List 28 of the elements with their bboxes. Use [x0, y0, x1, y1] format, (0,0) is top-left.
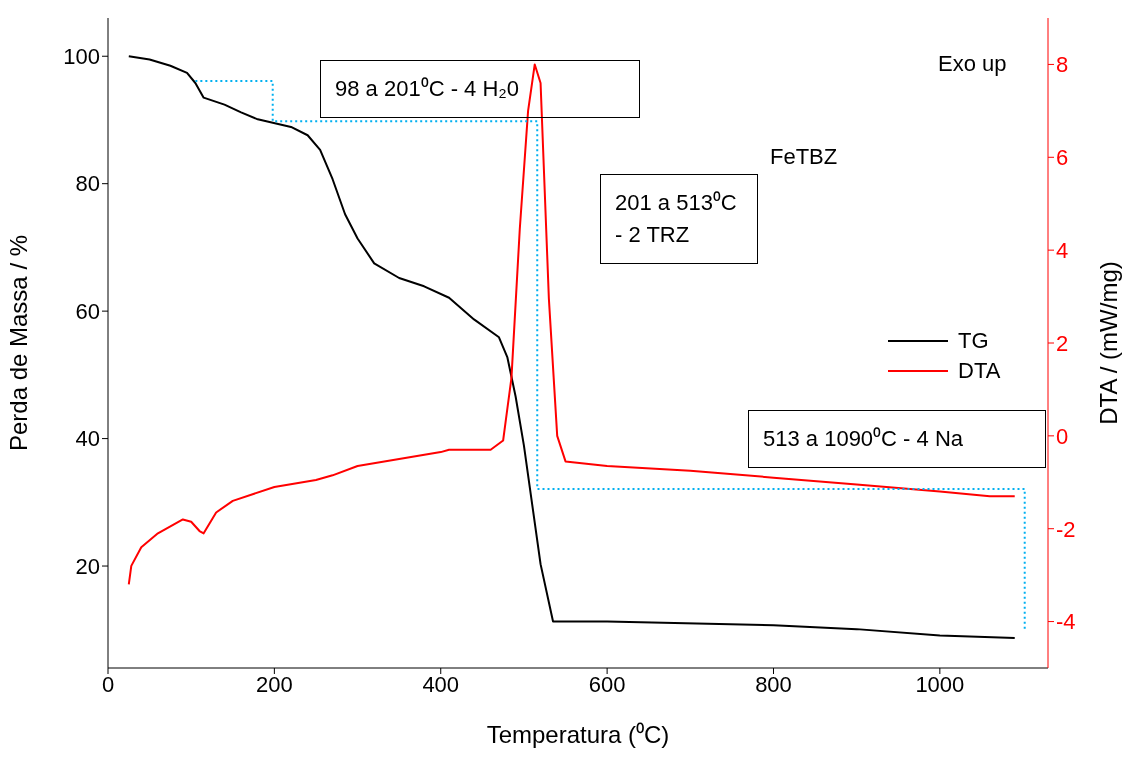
y-tick-label: 100	[63, 44, 100, 70]
y-tick-label: 60	[75, 298, 100, 324]
annotation: FeTBZ	[770, 143, 838, 171]
y-tick-label: 80	[75, 171, 100, 197]
x-tick-label: 600	[588, 671, 626, 697]
y2-axis-title: DTA / (mW/mg)	[1094, 261, 1122, 425]
legend-label: TG	[958, 328, 989, 354]
y2-tick-label: 0	[1056, 423, 1069, 449]
y-tick-label: 40	[75, 426, 100, 452]
annotation: 513 a 1090⁰C - 4 Na	[748, 410, 1046, 468]
annotation: 201 a 513⁰C - 2 TRZ	[600, 174, 758, 264]
y-tick-label: 20	[75, 553, 100, 579]
x-tick-label: 200	[256, 671, 293, 697]
y2-tick-label: 4	[1056, 237, 1069, 263]
legend-label: DTA	[958, 358, 1001, 384]
x-tick-label: 1000	[915, 671, 965, 697]
annotation: 98 a 201⁰C - 4 H₂0	[320, 60, 640, 118]
annotation: Exo up	[938, 50, 1007, 78]
x-axis-title: Temperatura (⁰C)	[486, 721, 670, 748]
x-tick-label: 400	[422, 671, 460, 697]
y2-tick-label: -2	[1056, 516, 1076, 542]
x-tick-label: 0	[101, 671, 115, 697]
y2-tick-label: 2	[1056, 330, 1069, 356]
x-tick-label: 800	[755, 671, 792, 697]
y2-tick-label: 6	[1056, 145, 1069, 171]
y2-tick-label: -4	[1056, 609, 1076, 635]
y-axis-title: Perda de Massa / %	[4, 234, 32, 452]
y2-tick-label: 8	[1056, 52, 1069, 78]
